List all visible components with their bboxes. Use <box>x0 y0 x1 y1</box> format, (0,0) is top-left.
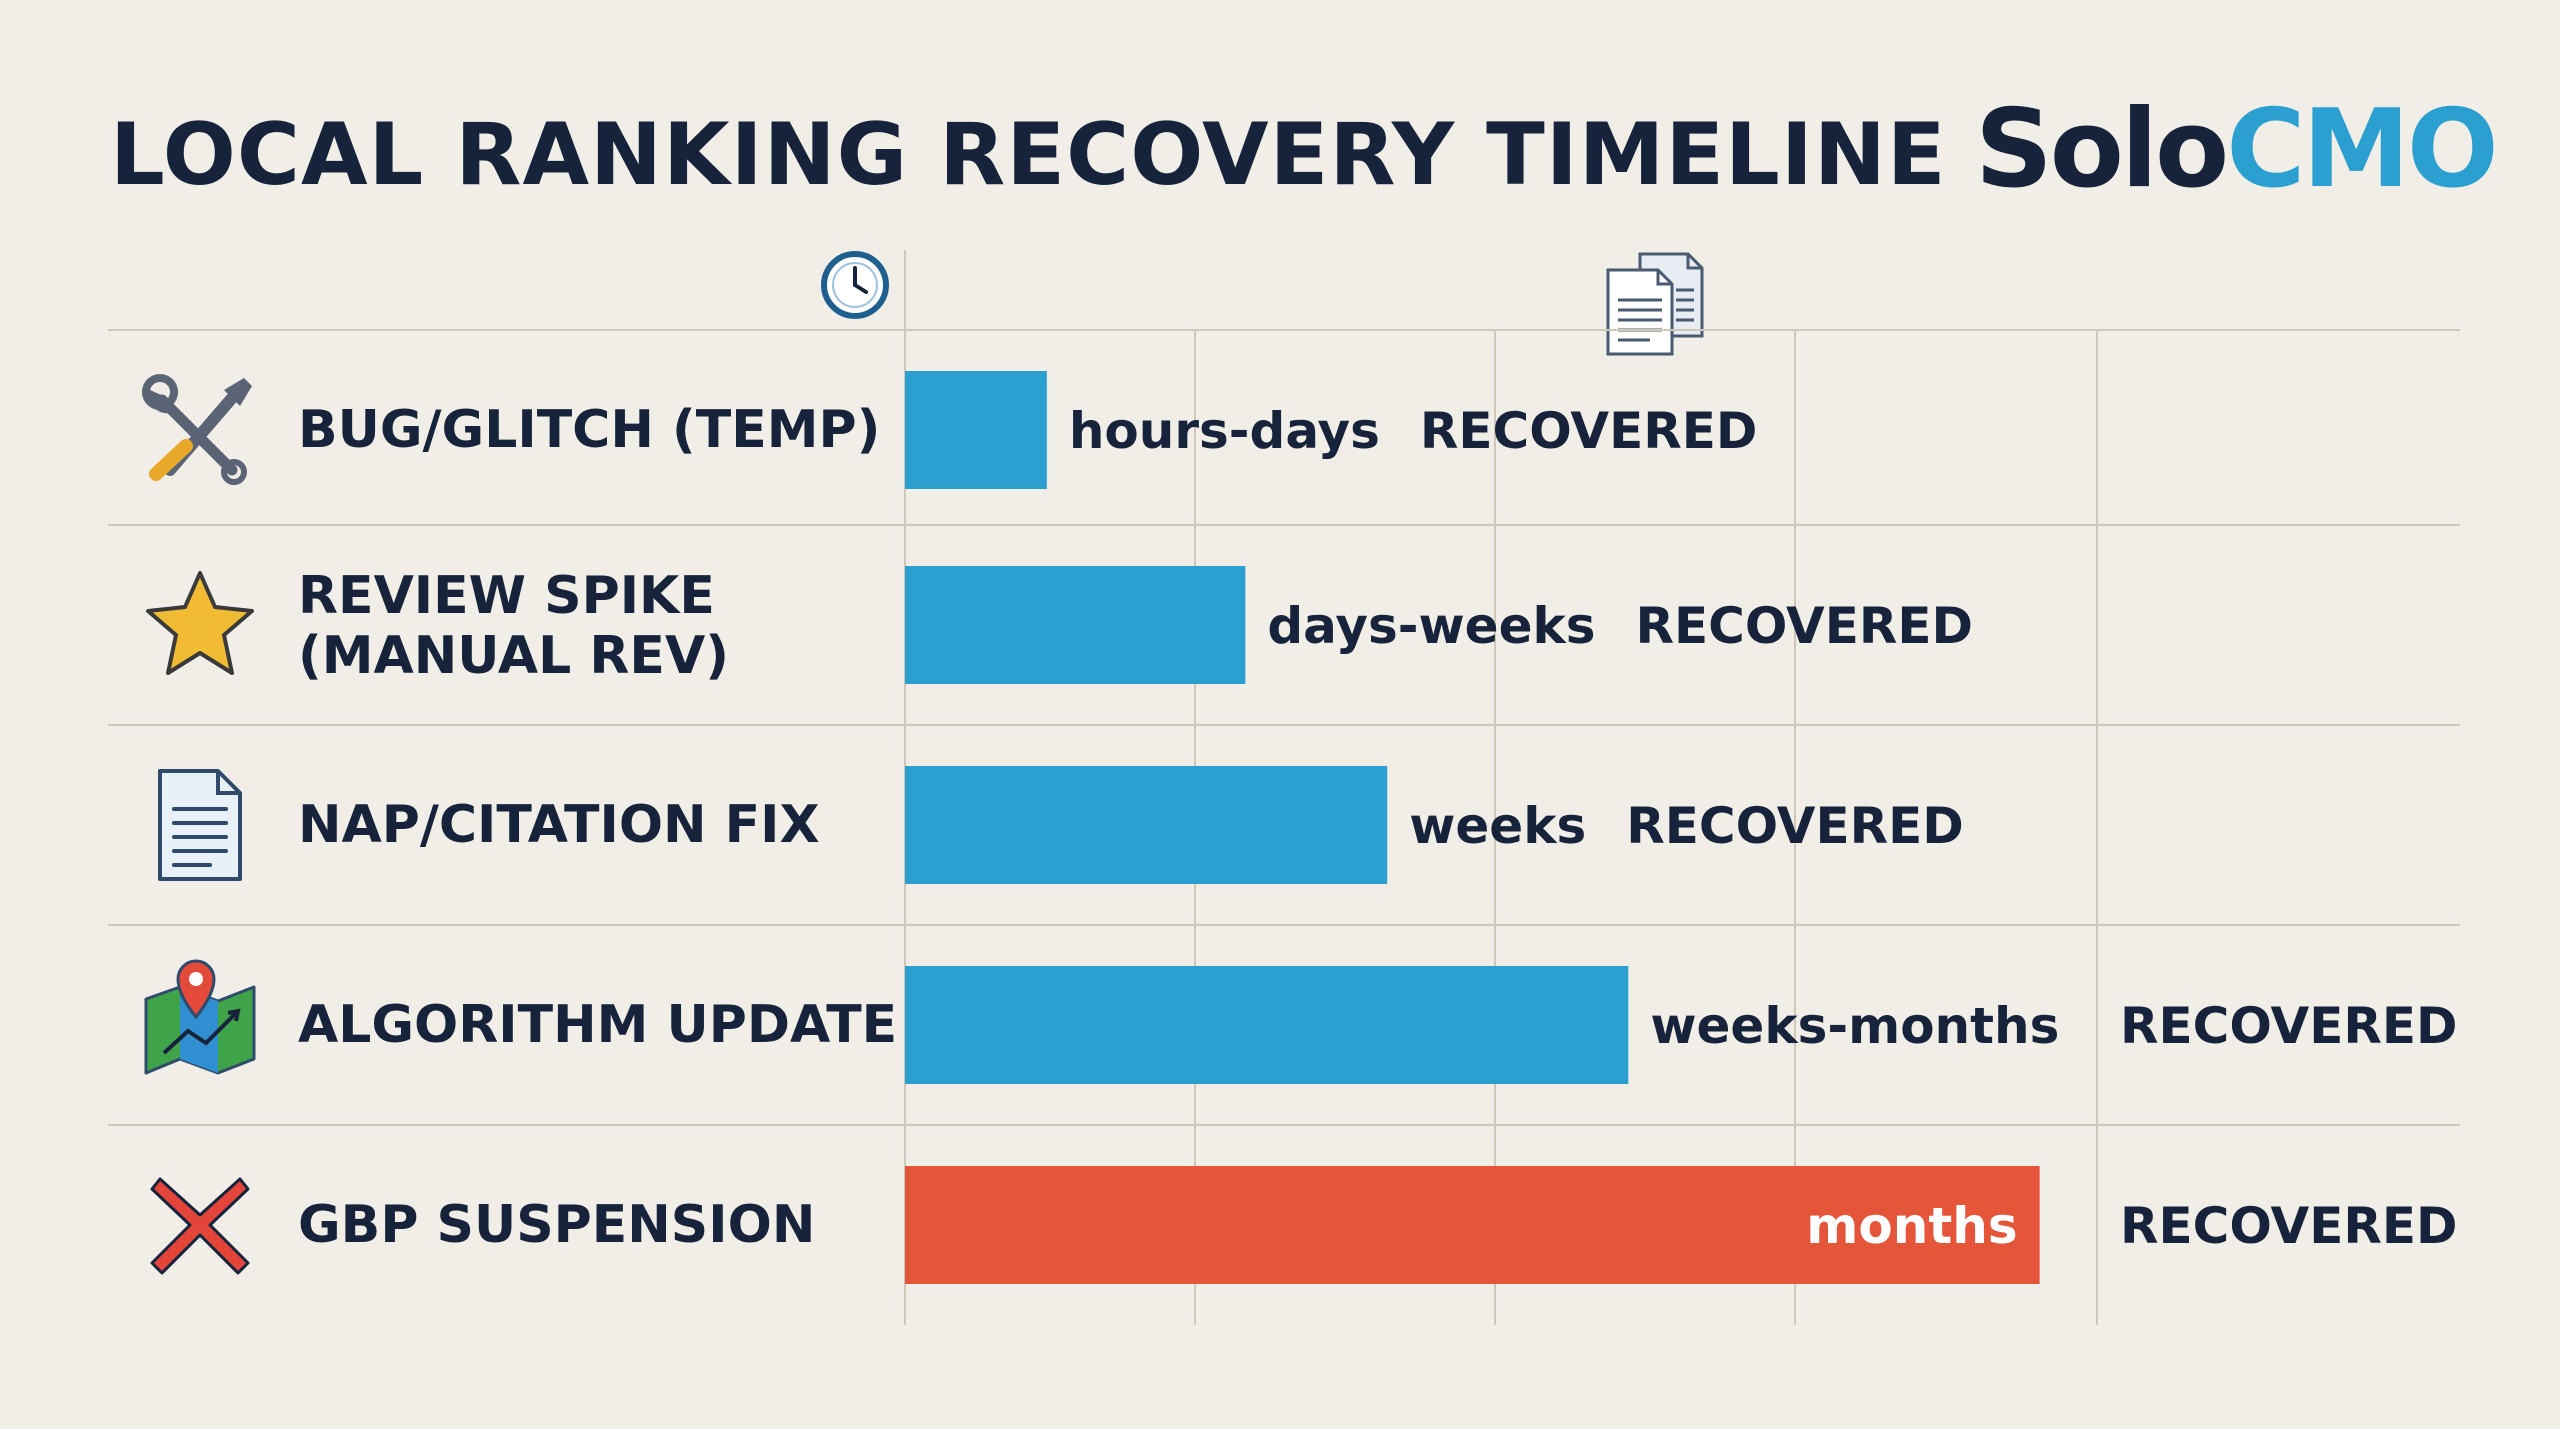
wrench-screwdriver-icon <box>140 370 260 490</box>
page-title: LOCAL RANKING RECOVERY TIMELINE <box>110 105 1947 205</box>
row-label-review-spike-line1: REVIEW SPIKE <box>298 566 715 626</box>
bar-3 <box>905 766 1388 884</box>
status-label-5: RECOVERED <box>2120 1197 2458 1255</box>
duration-label-1: hours-days <box>1069 402 1380 460</box>
document-icon <box>140 765 260 885</box>
row-label-algorithm-update: ALGORITHM UPDATE <box>298 995 898 1055</box>
duration-label-4: weeks-months <box>1650 997 2059 1055</box>
bar-4 <box>905 966 1629 1084</box>
status-label-4: RECOVERED <box>2120 997 2458 1055</box>
duration-label-2: days-weeks <box>1267 597 1595 655</box>
duration-label-3: weeks <box>1409 797 1586 855</box>
bar-5 <box>905 1166 2040 1284</box>
brand-logo: SoloCMO <box>1975 87 2499 212</box>
clock-icon <box>820 250 890 320</box>
star-icon <box>140 565 260 685</box>
row-label-gbp-suspension: GBP SUSPENSION <box>298 1195 816 1255</box>
map-pin-icon <box>140 955 260 1075</box>
row-label-review-spike: REVIEW SPIKE (MANUAL REV) <box>298 566 729 686</box>
status-label-3: RECOVERED <box>1626 797 1964 855</box>
status-label-2: RECOVERED <box>1636 597 1974 655</box>
row-label-review-spike-line2: (MANUAL REV) <box>298 626 729 686</box>
brand-logo-part1: Solo <box>1975 87 2229 212</box>
brand-logo-part2: CMO <box>2226 87 2499 212</box>
bar-2 <box>905 566 1246 684</box>
row-label-nap-citation: NAP/CITATION FIX <box>298 795 820 855</box>
status-label-1: RECOVERED <box>1420 402 1758 460</box>
row-label-bug-glitch: BUG/GLITCH (TEMP) <box>298 400 881 460</box>
bar-1 <box>905 371 1047 489</box>
documents-icon <box>1600 250 1710 360</box>
x-mark-icon <box>140 1165 260 1285</box>
duration-label-5: months <box>1806 1197 2017 1255</box>
